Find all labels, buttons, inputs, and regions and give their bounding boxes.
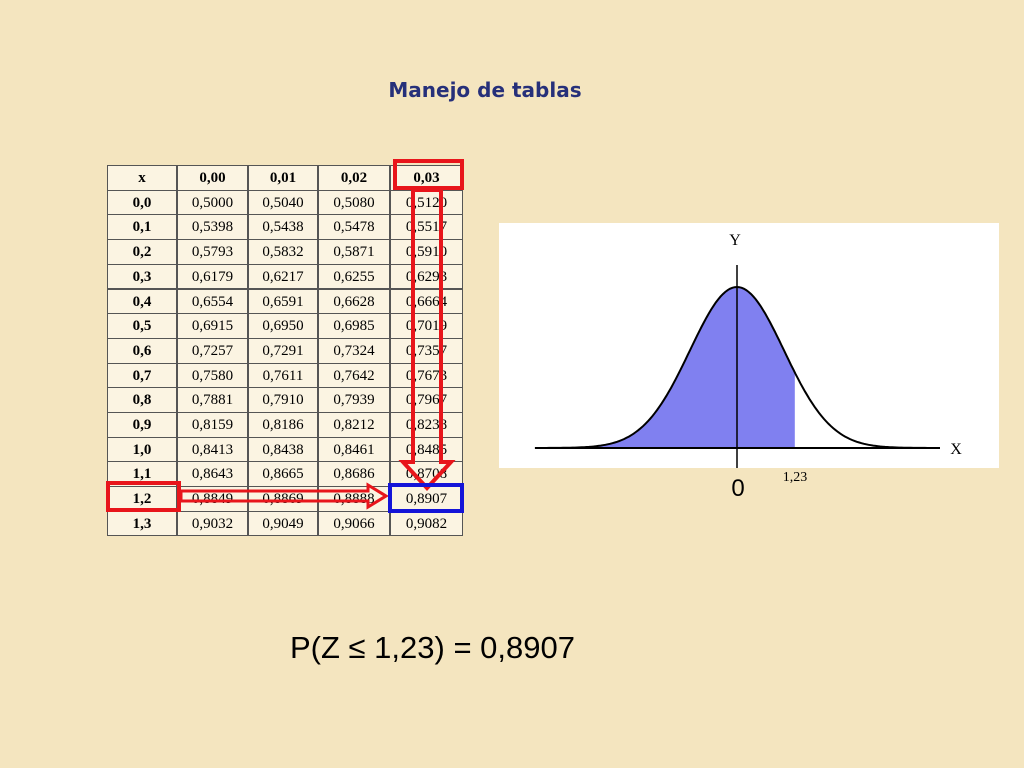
table-cell: x — [107, 165, 177, 191]
table-cell: 0,4 — [107, 288, 177, 315]
table-cell: 0,00 — [177, 165, 248, 191]
y-label: Y — [729, 232, 741, 249]
table-cell: 0,6664 — [390, 288, 463, 315]
formula: P(Z ≤ 1,23) = 0,8907 — [290, 630, 575, 665]
table-cell: 0,5793 — [177, 239, 248, 265]
table-cell: 0,8186 — [248, 412, 318, 438]
table-cell: 0,5832 — [248, 239, 318, 265]
shaded-area — [534, 287, 795, 448]
table-cell: 0,6591 — [248, 288, 318, 315]
table-cell: 0,9066 — [318, 510, 390, 537]
row-box — [106, 481, 181, 512]
column-box — [393, 159, 464, 190]
table-cell: 0,8413 — [177, 436, 248, 463]
table-cell: 0,7257 — [177, 337, 248, 364]
table-cell: 0,7019 — [390, 313, 463, 339]
table-cell: 0,5120 — [390, 189, 463, 216]
slide-title: Manejo de tablas — [388, 78, 582, 102]
table-cell: 0,0 — [107, 189, 177, 216]
table-cell: 0,5398 — [177, 214, 248, 241]
table-cell: 0,7580 — [177, 362, 248, 389]
table-cell: 0,8238 — [390, 412, 463, 438]
table-cell: 0,7673 — [390, 362, 463, 389]
table-cell: 0,8665 — [248, 461, 318, 488]
table-cell: 0,8485 — [390, 436, 463, 463]
table-cell: 0,5438 — [248, 214, 318, 241]
table-cell: 0,9049 — [248, 510, 318, 537]
table-cell: 0,5517 — [390, 214, 463, 241]
table-cell: 0,7642 — [318, 362, 390, 389]
z-label: 1,23 — [783, 470, 808, 485]
table-cell: 0,9082 — [390, 510, 463, 537]
result-box — [388, 483, 464, 513]
down-arrow — [398, 188, 456, 491]
table-cell: 0,7 — [107, 362, 177, 389]
table-cell: 0,7357 — [390, 337, 463, 364]
table-cell: 0,7324 — [318, 337, 390, 364]
table-cell: 0,7291 — [248, 337, 318, 364]
table-cell: 0,8643 — [177, 461, 248, 488]
x-label: X — [950, 441, 962, 458]
table-cell: 0,8438 — [248, 436, 318, 463]
origin-label: 0 — [731, 475, 744, 502]
table-cell: 0,6628 — [318, 288, 390, 315]
table-cell: 0,5000 — [177, 189, 248, 216]
table-cell: 0,3 — [107, 263, 177, 290]
table-cell: 0,7611 — [248, 362, 318, 389]
table-cell: 1,2 — [107, 486, 177, 512]
table-cell: 1,3 — [107, 510, 177, 537]
table-cell: 0,9032 — [177, 510, 248, 537]
right-arrow — [179, 482, 389, 510]
table-cell: 0,7939 — [318, 387, 390, 413]
table-cell: 0,02 — [318, 165, 390, 191]
